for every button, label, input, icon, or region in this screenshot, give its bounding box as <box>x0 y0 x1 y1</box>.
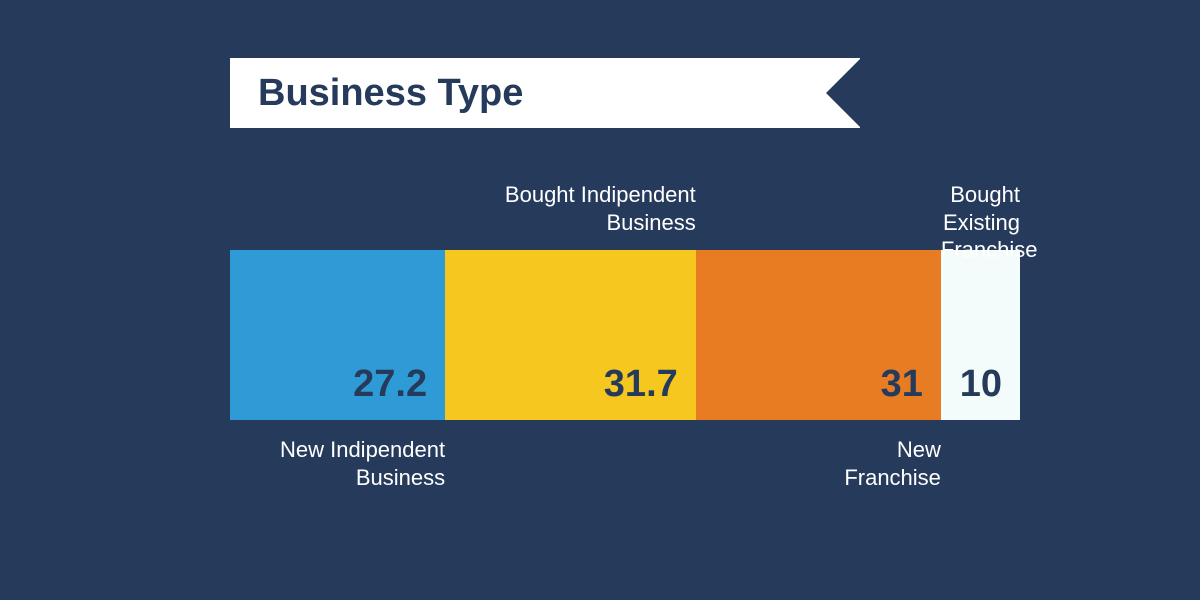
segment-label-bought-independent: Bought IndipendentBusiness <box>445 181 696 236</box>
segment-value: 31 <box>881 363 923 406</box>
segment-value: 10 <box>960 363 1002 406</box>
segment-bought-independent: 31.7 <box>445 250 696 420</box>
stacked-bar: 27.2 31.7 31 10 <box>230 250 1020 420</box>
segment-label-new-franchise: NewFranchise <box>696 436 941 491</box>
segment-bought-franchise: 10 <box>941 250 1020 420</box>
segment-value: 27.2 <box>353 363 427 406</box>
segment-new-franchise: 31 <box>696 250 941 420</box>
segment-label-bought-franchise: Bought ExistingFranchise <box>941 181 1020 264</box>
segment-value: 31.7 <box>604 363 678 406</box>
title-ribbon: Business Type <box>230 58 860 128</box>
segment-label-new-independent: New IndipendentBusiness <box>230 436 445 491</box>
infographic-canvas: Business Type 27.2 31.7 31 10 New Indipende… <box>0 0 1200 600</box>
segment-new-independent: 27.2 <box>230 250 445 420</box>
chart-title: Business Type <box>258 72 523 115</box>
ribbon-notch <box>826 58 861 128</box>
